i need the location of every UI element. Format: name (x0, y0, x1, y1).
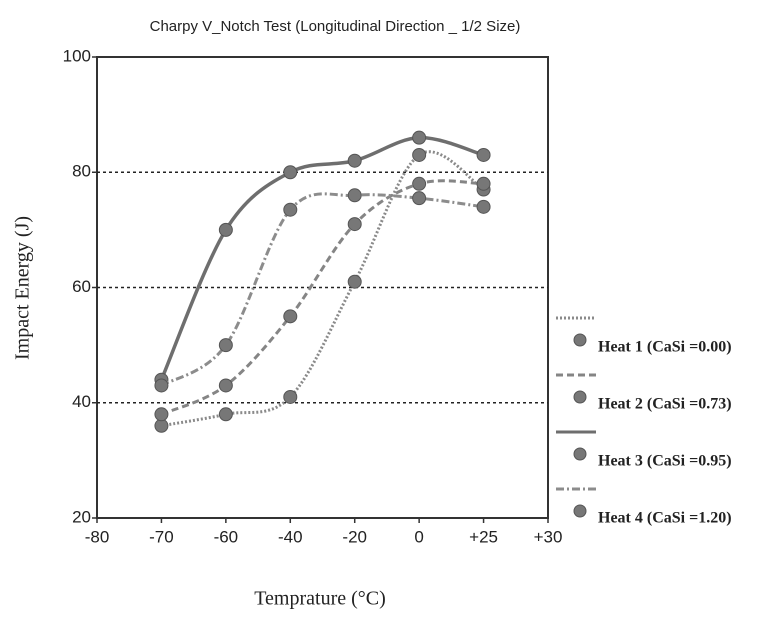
legend-label: Heat 1 (CaSi =0.00) (598, 339, 732, 356)
x-tick-label: -60 (214, 527, 239, 546)
y-tick-label: 60 (72, 277, 91, 296)
y-axis-label: Impact Energy (J) (12, 216, 34, 360)
legend-marker (573, 333, 587, 347)
chart-title: Charpy V_Notch Test (Longitudinal Direct… (150, 18, 521, 35)
y-tick-label: 100 (63, 46, 91, 65)
legend-marker (573, 390, 587, 404)
x-tick-label: -40 (278, 527, 303, 546)
legend-label: Heat 3 (CaSi =0.95) (598, 453, 732, 470)
data-point (347, 274, 362, 289)
data-point (218, 407, 233, 422)
data-point (154, 407, 169, 422)
data-point (347, 188, 362, 203)
y-tick-label: 20 (72, 507, 91, 526)
series-line (160, 192, 484, 387)
data-point (412, 147, 427, 162)
x-tick-label: +30 (534, 527, 563, 546)
series-line (160, 179, 484, 416)
data-point (218, 222, 233, 237)
data-point (283, 309, 298, 324)
legend-label: Heat 4 (CaSi =1.20) (598, 510, 732, 527)
x-tick-label: 0 (414, 527, 423, 546)
legend-label: Heat 2 (CaSi =0.73) (598, 396, 732, 413)
data-point (283, 202, 298, 217)
y-tick-label: 40 (72, 392, 91, 411)
data-point (347, 217, 362, 232)
legend-marker (573, 447, 587, 461)
data-point (218, 338, 233, 353)
x-tick-label: -70 (149, 527, 174, 546)
y-tick-label: 80 (72, 162, 91, 181)
data-point (283, 389, 298, 404)
data-point (218, 378, 233, 393)
data-point (283, 165, 298, 180)
data-point (476, 176, 491, 191)
x-tick-label: -20 (342, 527, 367, 546)
data-point (412, 191, 427, 206)
data-point (476, 147, 491, 162)
data-point (154, 378, 169, 393)
x-axis-label: Temprature (°C) (254, 588, 386, 610)
data-point (347, 153, 362, 168)
legend-marker (573, 504, 587, 518)
x-tick-label: +25 (469, 527, 498, 546)
x-tick-label: -80 (85, 527, 110, 546)
data-point (412, 176, 427, 191)
data-point (412, 130, 427, 145)
data-point (476, 199, 491, 214)
series-line (161, 150, 485, 428)
